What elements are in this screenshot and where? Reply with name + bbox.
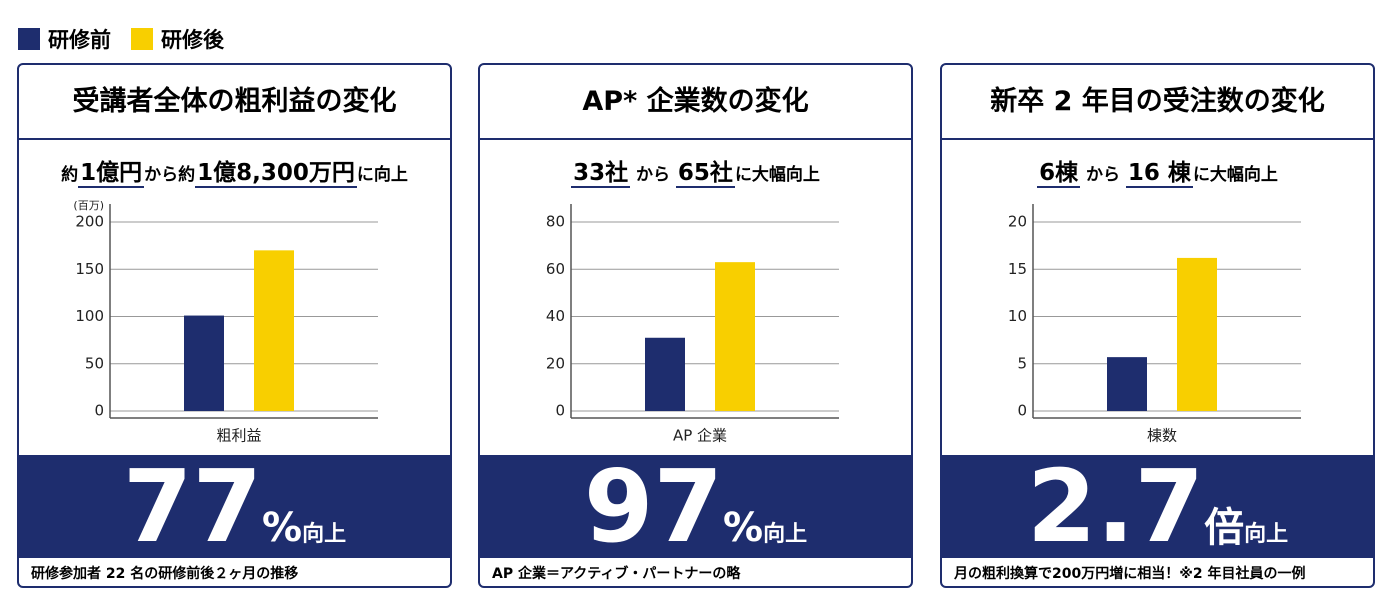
subtitle-text: 約 (61, 165, 79, 185)
legend-item: 研修後 (131, 24, 224, 54)
bar-chart: 0 5 10 15 20 棟数 (1008, 204, 1301, 445)
panel: AP* 企業数の変化 33社 から 65社 に大幅向上 0 20 40 60 80 AP 企業 9… (478, 63, 913, 588)
subtitle-text: から (1080, 165, 1126, 185)
panel-title: 新卒 2 年目の受注数の変化 (942, 65, 1373, 140)
y-unit: (百万) (73, 199, 104, 212)
y-tick-label: 5 (1017, 354, 1027, 372)
highlight-band: 2.7倍向上 (942, 455, 1373, 558)
y-tick-label: 80 (546, 213, 565, 231)
highlight-number: 97 (583, 448, 724, 565)
bar-chart: 0 20 40 60 80 AP 企業 (546, 204, 839, 445)
bar-chart: 0 50 100 150 200(百万) 粗利益 (73, 199, 378, 445)
legend-swatch (131, 28, 153, 50)
subtitle-emphasis: 1億円 (78, 160, 145, 188)
bar (645, 337, 685, 411)
footnote: 研修参加者 22 名の研修前後２ヶ月の推移 (31, 566, 299, 582)
legend-label: 研修後 (161, 28, 224, 52)
subtitle: 33社 から 65社 に大幅向上 (480, 153, 911, 188)
bar (1107, 357, 1147, 411)
y-tick-label: 10 (1008, 307, 1027, 325)
y-tick-label: 40 (546, 307, 565, 325)
highlight-unit: % (723, 505, 764, 551)
bar (254, 250, 294, 411)
y-tick-label: 50 (85, 354, 104, 372)
x-tick-label: AP 企業 (673, 427, 727, 445)
highlight-band: 97%向上 (480, 455, 911, 558)
subtitle: 6棟 から 16 棟に大幅向上 (942, 153, 1373, 188)
panel: 新卒 2 年目の受注数の変化 6棟 から 16 棟に大幅向上 0 5 10 15 20 棟数 2… (940, 63, 1375, 588)
y-tick-label: 20 (546, 354, 565, 372)
legend-swatch (18, 28, 40, 50)
footnote: 月の粗利換算で200万円増に相当！※2 年目社員の一例 (954, 566, 1306, 582)
panel-title: AP* 企業数の変化 (480, 65, 911, 140)
y-tick-label: 60 (546, 260, 565, 278)
y-tick-label: 0 (555, 402, 565, 420)
x-tick-label: 棟数 (1147, 427, 1177, 445)
subtitle-text: から (630, 165, 676, 185)
highlight-number: 77 (122, 448, 263, 565)
subtitle: 約1億円 から約1億8,300万円 に向上 (19, 153, 450, 188)
subtitle-text: に向上 (356, 165, 408, 185)
subtitle-emphasis: 1億8,300万円 (195, 160, 357, 188)
subtitle-text: に大幅向上 (734, 165, 820, 185)
y-tick-label: 100 (75, 307, 104, 325)
subtitle-emphasis: 6棟 (1037, 160, 1081, 188)
highlight-suffix: 向上 (302, 522, 347, 547)
y-tick-label: 0 (1017, 402, 1027, 420)
footnote: AP 企業＝アクティブ・パートナーの略 (492, 566, 741, 582)
bar (184, 315, 224, 411)
subtitle-emphasis: 65社 (675, 160, 735, 188)
legend-item: 研修前 (18, 24, 111, 54)
bar (715, 262, 755, 411)
subtitle-emphasis: 16 棟 (1125, 160, 1193, 188)
subtitle-emphasis: 33社 (571, 160, 631, 188)
highlight-suffix: 向上 (1244, 522, 1289, 547)
highlight-number: 2.7 (1026, 448, 1205, 565)
highlight-unit: % (262, 505, 303, 551)
highlight-suffix: 向上 (763, 522, 808, 547)
legend-label: 研修前 (48, 28, 111, 52)
y-tick-label: 200 (75, 213, 104, 231)
y-tick-label: 0 (94, 402, 104, 420)
highlight-unit: 倍 (1204, 505, 1245, 551)
panel: 受講者全体の粗利益の変化約1億円 から約1億8,300万円 に向上 0 50 100 150… (17, 63, 452, 588)
x-tick-label: 粗利益 (216, 427, 261, 445)
legend: 研修前 研修後 (18, 24, 224, 54)
y-tick-label: 15 (1008, 260, 1027, 278)
panel-title: 受講者全体の粗利益の変化 (19, 65, 450, 140)
bar (1177, 257, 1217, 411)
subtitle-text: から約 (144, 165, 196, 185)
y-tick-label: 20 (1008, 213, 1027, 231)
highlight-band: 77%向上 (19, 455, 450, 558)
y-tick-label: 150 (75, 260, 104, 278)
subtitle-text: に大幅向上 (1192, 165, 1278, 185)
